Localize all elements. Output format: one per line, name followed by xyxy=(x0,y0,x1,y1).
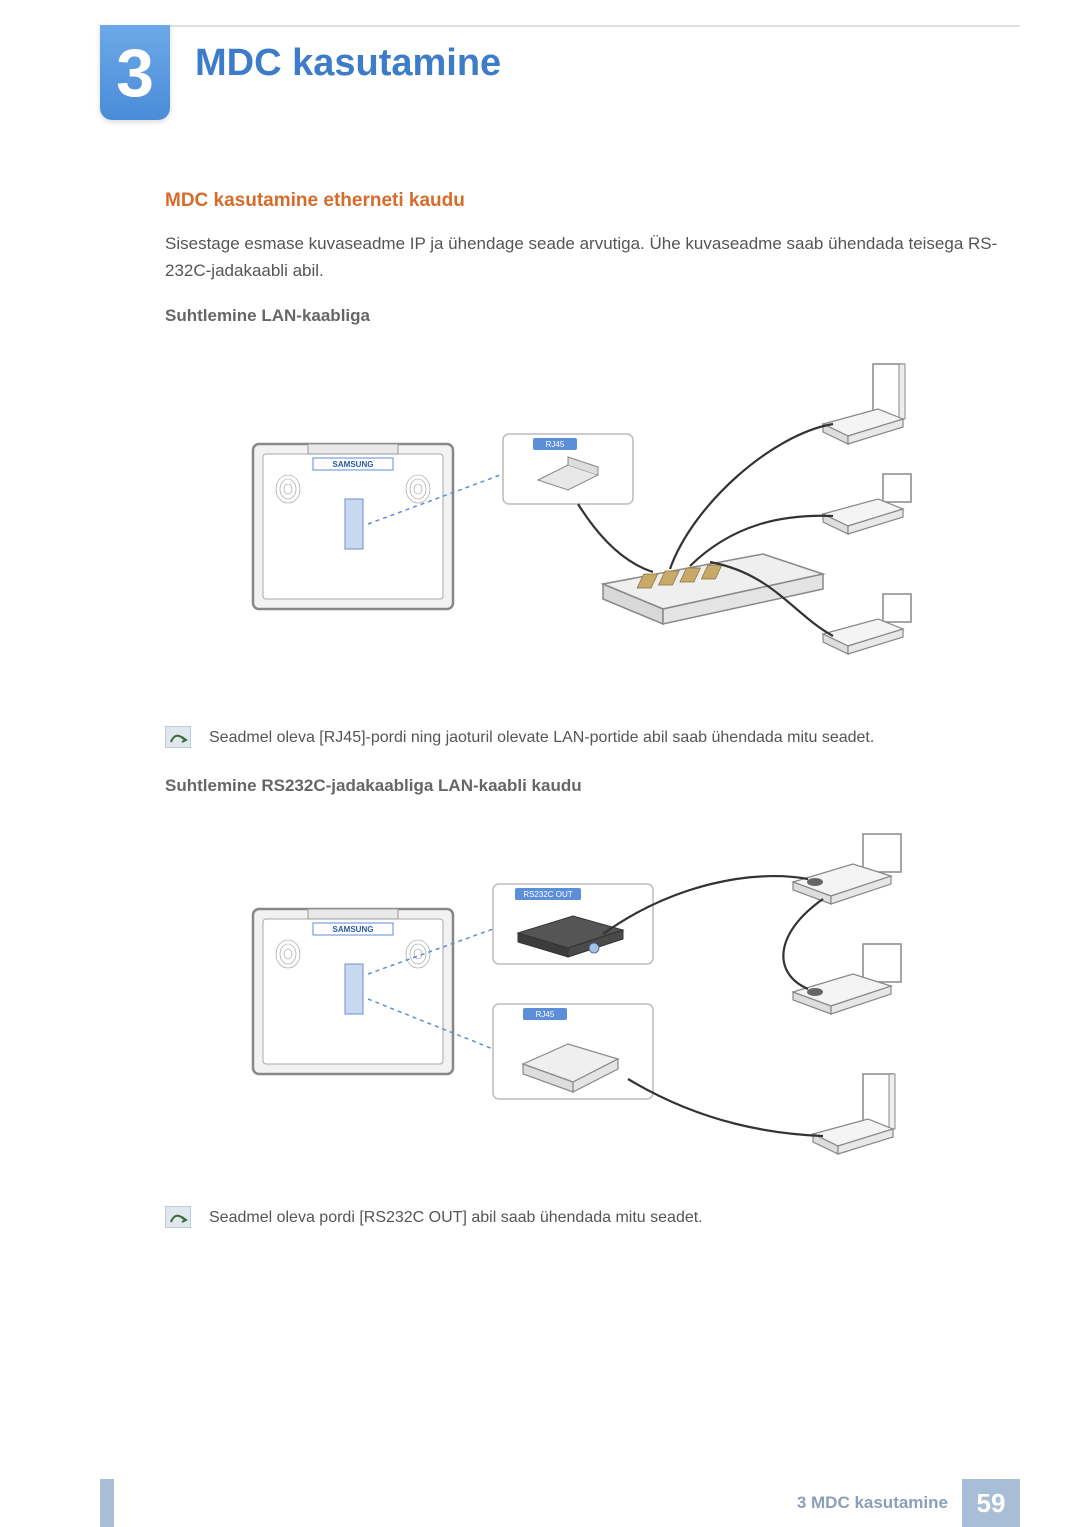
monitor-brand-label: SAMSUNG xyxy=(332,460,373,469)
chapter-number: 3 xyxy=(116,39,154,107)
diagram-lan-connection: SAMSUNG RJ45 xyxy=(233,344,933,704)
chapter-badge: 3 xyxy=(100,25,170,120)
port-label-rj45: RJ45 xyxy=(545,440,564,449)
page-footer: 3 MDC kasutamine 59 xyxy=(0,1479,1080,1527)
pc-group xyxy=(823,364,911,654)
footer-label: 3 MDC kasutamine xyxy=(797,1493,948,1513)
monitor-brand-label-2: SAMSUNG xyxy=(332,925,373,934)
intro-paragraph: Sisestage esmase kuvaseadme IP ja ühenda… xyxy=(165,230,1000,284)
sub-heading-lan: Suhtlemine LAN-kaabliga xyxy=(165,306,1000,326)
footer-stripe xyxy=(100,1479,114,1527)
port-label-rj45-2: RJ45 xyxy=(535,1010,554,1019)
chapter-title: MDC kasutamine xyxy=(195,42,501,85)
diagram-rs232c-connection: SAMSUNG RS232C OUT xyxy=(233,814,933,1184)
note-icon xyxy=(165,726,191,748)
port-label-rs232c: RS232C OUT xyxy=(523,890,572,899)
note-row-1: Seadmel oleva [RJ45]-pordi ning jaoturil… xyxy=(165,726,1000,750)
note-icon xyxy=(165,1206,191,1228)
section-heading-ethernet: MDC kasutamine etherneti kaudu xyxy=(165,190,1000,212)
footer-right: 3 MDC kasutamine 59 xyxy=(797,1479,1020,1527)
note-row-2: Seadmel oleva pordi [RS232C OUT] abil sa… xyxy=(165,1206,1000,1230)
sub-heading-rs232c: Suhtlemine RS232C-jadakaabliga LAN-kaabl… xyxy=(165,776,1000,796)
top-rule xyxy=(100,25,1020,27)
page-content: MDC kasutamine etherneti kaudu Sisestage… xyxy=(165,190,1000,1256)
note-text-1: Seadmel oleva [RJ45]-pordi ning jaoturil… xyxy=(209,726,874,750)
footer-page-number: 59 xyxy=(962,1479,1020,1527)
note-text-2: Seadmel oleva pordi [RS232C OUT] abil sa… xyxy=(209,1206,703,1230)
